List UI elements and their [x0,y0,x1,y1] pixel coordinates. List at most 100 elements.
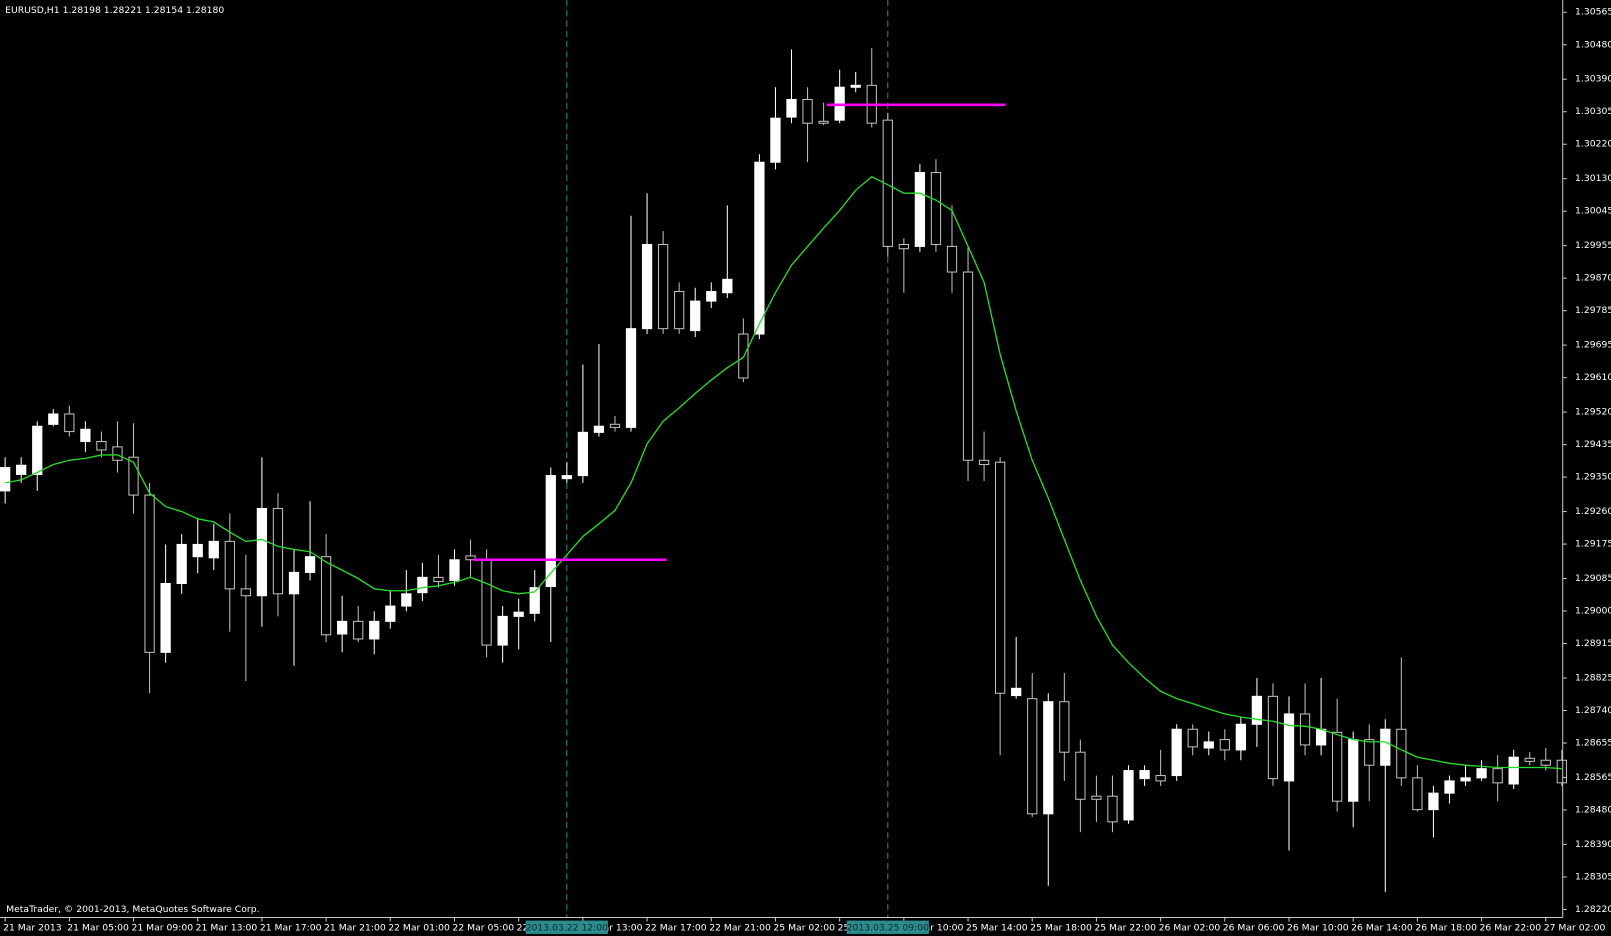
y-tick-label: 1.30130 [1575,173,1611,184]
candle-body [353,620,364,640]
candle-body [657,243,669,330]
candle-body [1139,770,1150,780]
candle-body [962,271,974,461]
x-tick-label: 22 Mar 17:00 [645,922,707,933]
candle-body [48,413,59,425]
candle-body [1107,795,1118,823]
candle-body [1315,728,1327,746]
plot [0,0,1567,918]
candle-body [674,291,685,330]
candle-body [1235,723,1246,751]
y-tick-label: 1.29175 [1575,539,1611,550]
candle-body [320,556,332,636]
y-tick-label: 1.28220 [1575,904,1611,915]
x-tick-label: 25 Mar 10:00 [902,922,964,933]
candle-body [1299,713,1311,746]
candle-body [1219,739,1230,751]
candle-body [1348,739,1359,802]
moving-average [5,175,1562,770]
y-tick-label: 1.29000 [1575,606,1611,617]
x-tick-label: 21 Mar 05:00 [67,922,129,933]
candle-body [946,245,958,273]
x-tick-label: 22 Mar 13:00 [581,922,643,933]
x-tick-label: 26 Mar 22:00 [1480,922,1542,933]
y-tick-label: 1.28480 [1575,804,1611,815]
candle-body [1492,768,1503,784]
candle-body [1460,777,1471,782]
candle-body [1508,756,1519,785]
x-tick-label: 21 Mar 09:00 [131,922,193,933]
x-tick-label: 27 Mar 02:00 [1544,922,1606,933]
candle-body [96,441,107,451]
y-tick-label: 1.30390 [1575,74,1611,85]
candle-body [978,459,990,466]
x-tick-label: 26 Mar 02:00 [1159,922,1221,933]
candle-body [722,278,733,294]
candle-body [1091,795,1102,800]
candle-body [1043,701,1054,815]
y-tick-label: 1.29785 [1575,305,1611,316]
candle-body [1396,728,1407,779]
candle-body [1251,695,1263,725]
candle-body [754,161,765,335]
candle-body [994,461,1006,694]
candle-body [112,446,123,461]
candle-body [1540,759,1551,766]
candle-body [1412,777,1423,811]
candle-body [272,507,284,595]
candle-body [401,593,412,607]
x-tick-label: 26 Mar 14:00 [1351,922,1413,933]
y-tick-label: 1.28825 [1575,672,1611,683]
x-tick-label: 22 Mar 05:00 [452,922,514,933]
y-tick-label: 1.28390 [1575,839,1611,850]
candle-body [224,540,235,590]
candle-body [609,423,621,428]
candle-body [690,300,701,332]
candle-body [1267,695,1279,780]
candle-body [593,425,605,433]
y-tick-label: 1.28740 [1575,705,1611,716]
candle-body [641,243,653,330]
candle-body [1155,775,1166,782]
candle-body [1075,751,1086,800]
candle-body [1123,770,1134,821]
candle-body [337,620,348,635]
candle-body [545,475,556,588]
x-tick-label: 21 Mar 2013 [3,922,62,933]
candle-body [1027,698,1038,815]
y-tick-label: 1.30565 [1575,7,1611,18]
y-tick-label: 1.28565 [1575,772,1611,783]
footer: MetaTrader, © 2001-2013, MetaQuotes Soft… [6,904,259,915]
marker-label: 2013.03.25 09:00 [847,922,930,933]
x-tick-label: 25 Mar 14:00 [966,922,1028,933]
candle-body [770,117,781,163]
candle-body [1203,741,1214,749]
candle-body [0,467,11,492]
candle-body [1476,768,1487,779]
candle-body [625,328,637,428]
candle-body [417,576,428,594]
candle-body [1059,701,1070,753]
candle-body [529,587,540,614]
candle-body [1380,728,1391,766]
y-tick-label: 1.29610 [1575,372,1611,383]
x-tick-label: 21 Mar 21:00 [324,922,386,933]
candle-body [369,620,380,640]
candle-body [1556,759,1567,784]
candle-body [914,172,926,247]
candle-body [288,571,300,595]
y-tick-label: 1.30305 [1575,106,1611,117]
candle-body [930,172,942,246]
y-tick-label: 1.30045 [1575,206,1611,217]
x-tick-label: 21 Mar 17:00 [260,922,322,933]
y-tick-label: 1.29350 [1575,472,1611,483]
candle-body [1332,731,1343,802]
candle-body [192,543,203,558]
x-tick-label: 26 Mar 10:00 [1287,922,1349,933]
quote: 1.28198 1.28221 1.28154 1.28180 [63,5,225,16]
marker-label: 2013.03.22 12:00 [526,922,609,933]
candle-body [256,507,268,597]
symbol-title: EURUSD,H1 [5,5,60,16]
x-tick-label: 21 Mar 13:00 [196,922,258,933]
x-tick-label: 26 Mar 06:00 [1223,922,1285,933]
